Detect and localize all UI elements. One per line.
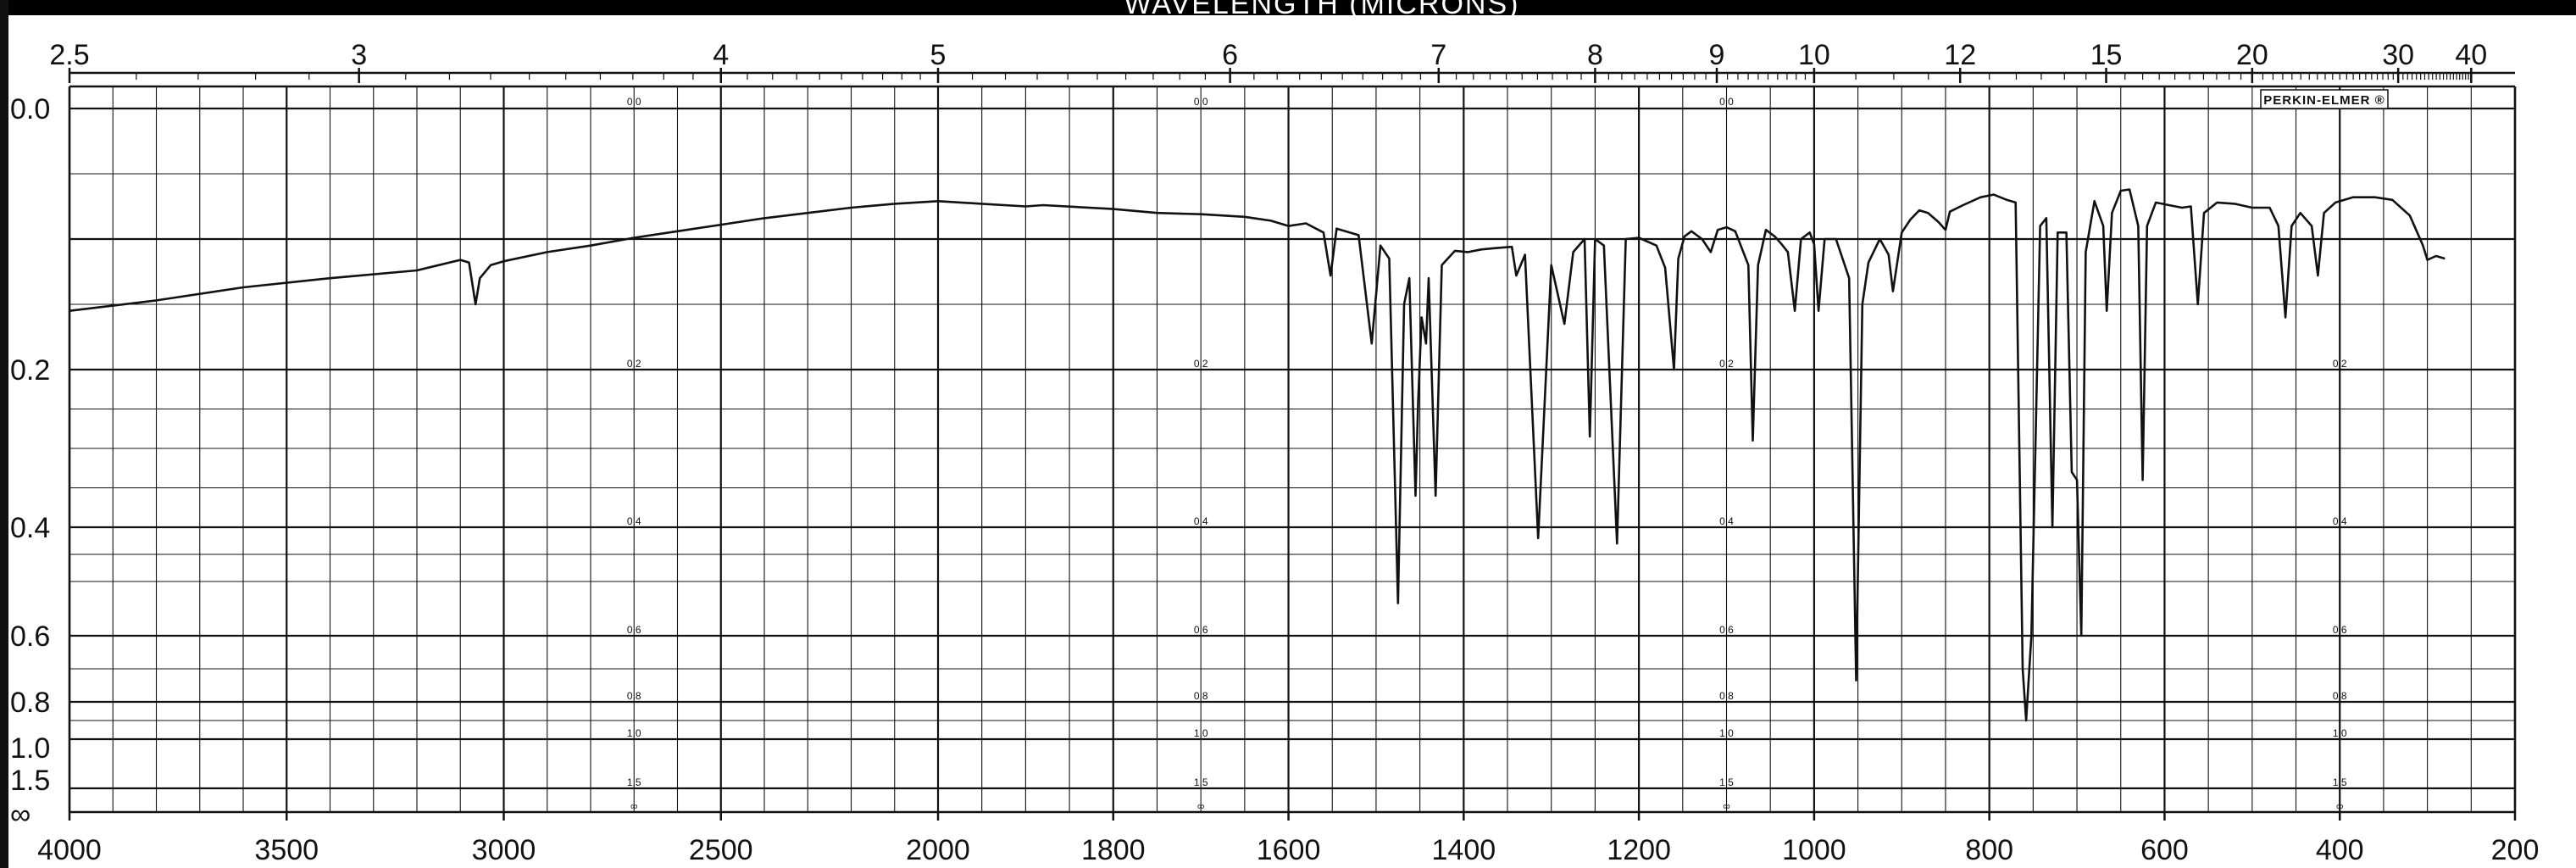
x-axis-tick-label: 600 [2140, 834, 2189, 866]
inner-absorbance-label: 0.2 [2333, 358, 2347, 370]
inner-absorbance-label: 0.2 [1719, 358, 1734, 370]
inner-absorbance-label: ∞ [630, 800, 638, 812]
x-axis-tick-label: 400 [2316, 834, 2364, 866]
top-axis-tick-label: 7 [1430, 39, 1446, 71]
inner-absorbance-label: 1.5 [2333, 776, 2347, 788]
x-axis-tick-label: 1000 [1782, 834, 1846, 866]
y-axis-tick-label: 0.4 [10, 512, 50, 544]
x-axis-tick-label: 200 [2491, 834, 2540, 866]
y-axis-tick-label: 1.0 [10, 732, 50, 765]
left-axis-layer: 0.0 0.2 0.4 0.6 0.8 1.01.5∞ [10, 93, 50, 831]
inner-absorbance-label: 0.2 [1194, 358, 1208, 370]
inner-absorbance-label: 1.0 [627, 727, 641, 739]
inner-absorbance-label: 1.0 [1194, 727, 1208, 739]
brand-box: PERKIN-ELMER ® [2260, 89, 2389, 109]
brand-label: PERKIN-ELMER ® [2263, 93, 2384, 108]
inner-absorbance-label: 0.0 [1719, 96, 1734, 108]
inner-absorbance-label: ∞ [2336, 800, 2344, 812]
y-axis-tick-label: ∞ [10, 798, 31, 831]
inner-absorbance-label: ∞ [1197, 800, 1205, 812]
x-axis-tick-label: 1800 [1081, 834, 1146, 866]
inner-absorbance-label: 0.4 [1719, 515, 1734, 527]
y-axis-tick-label: 1.5 [10, 765, 50, 797]
x-axis-tick-label: 1600 [1257, 834, 1321, 866]
spectrum-trace [69, 188, 2446, 722]
x-axis-tick-label: 3000 [472, 834, 536, 866]
top-axis-tick-label: 20 [2236, 39, 2268, 71]
inner-absorbance-label: 0.0 [627, 96, 641, 108]
x-axis-tick-label: 1400 [1432, 834, 1496, 866]
inner-absorbance-label: 1.5 [1719, 776, 1734, 788]
y-axis-tick-label: 0.0 [10, 93, 50, 125]
inner-absorbance-label: 0.4 [627, 515, 641, 527]
x-axis-tick-label: 2000 [906, 834, 970, 866]
inner-absorbance-label: 1.5 [1194, 776, 1208, 788]
inner-absorbance-label: 0.6 [1194, 624, 1208, 636]
inner-absorbance-label: 0.8 [627, 690, 641, 702]
inner-absorbance-label: 0.6 [1719, 624, 1734, 636]
top-axis-tick-label: 6 [1222, 39, 1238, 71]
chart-title: WAVELENGTH (MICRONS) [1124, 0, 1520, 20]
top-axis-tick-label: 30 [2382, 39, 2414, 71]
top-axis-tick-label: 5 [930, 39, 947, 71]
grid-layer [68, 85, 2517, 814]
inner-absorbance-label: 0.4 [2333, 515, 2347, 527]
x-axis-tick-label: 1200 [1607, 834, 1671, 866]
top-axis-tick-label: 40 [2455, 39, 2487, 71]
inner-absorbance-label: ∞ [1723, 800, 1730, 812]
top-axis-tick-label: 15 [2090, 39, 2123, 71]
inner-absorbance-label: 1.0 [2333, 727, 2347, 739]
inner-absorbance-label: 0.0 [1194, 96, 1208, 108]
top-axis-tick-label: 3 [351, 39, 367, 71]
x-axis-tick-label: 4000 [37, 834, 102, 866]
top-axis-tick-label: 2.5 [49, 39, 89, 71]
x-axis-tick-label: 2500 [689, 834, 753, 866]
y-axis-tick-label: 0.2 [10, 354, 50, 387]
brand-box-frame [2260, 89, 2389, 109]
inner-absorbance-label: 0.2 [627, 358, 641, 370]
series-layer [69, 188, 2446, 722]
top-axis-tick-label: 4 [713, 39, 729, 71]
top-axis-tick-label: 9 [1709, 39, 1725, 71]
y-axis-tick-label: 0.6 [10, 620, 50, 653]
inner-absorbance-label: 0.8 [2333, 690, 2347, 702]
top-axis-tick-label: 8 [1587, 39, 1603, 71]
inner-absorbance-label: 0.6 [2333, 624, 2347, 636]
inner-absorbance-label: 1.5 [627, 776, 641, 788]
top-axis-layer: 2.5 3 4 5 6 7 8 9 10 12 15 20 30 40 [49, 39, 2515, 83]
inner-absorbance-label: 1.0 [1719, 727, 1734, 739]
x-axis-tick-label: 3500 [254, 834, 319, 866]
inner-absorbance-label: 0.4 [1194, 515, 1208, 527]
top-header-band [0, 0, 2576, 15]
x-axis-tick-label: 800 [1965, 834, 2013, 866]
y-axis-tick-label: 0.8 [10, 687, 50, 719]
top-axis-tick-label: 12 [1944, 39, 1976, 71]
bottom-axis-layer: 4000 3500 3000 2500 2000 1800 1600 1400 1200 1000… [37, 812, 2539, 866]
inner-absorbance-label: 0.6 [627, 624, 641, 636]
top-axis-tick-label: 10 [1798, 39, 1830, 71]
inner-absorbance-label: 0.8 [1719, 690, 1734, 702]
left-edge-band [0, 0, 8, 868]
inner-absorbance-label: 0.8 [1194, 690, 1208, 702]
